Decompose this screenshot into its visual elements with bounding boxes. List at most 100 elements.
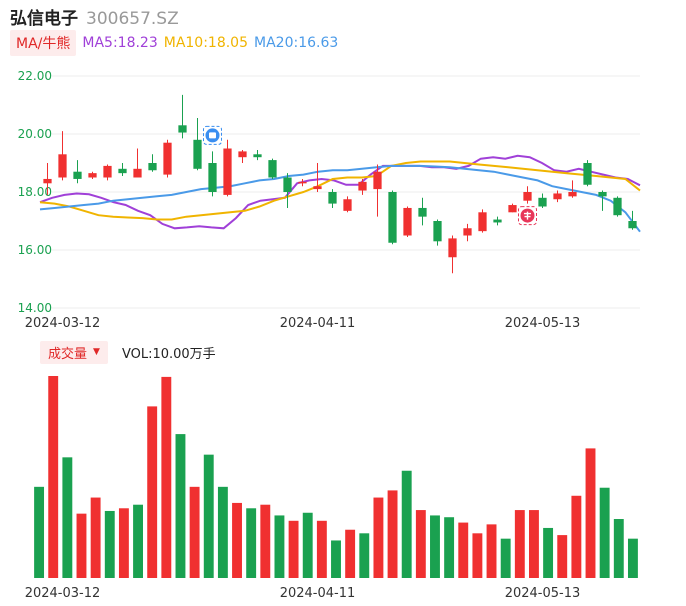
candle-body xyxy=(628,221,637,229)
ma-selector-button[interactable]: MA/牛熊 xyxy=(10,30,77,56)
caret-down-icon: ▼ xyxy=(93,347,100,357)
price-axis: 22.00 20.00 18.00 16.00 14.00 xyxy=(18,69,52,315)
volume-bar xyxy=(585,448,596,578)
volume-bar xyxy=(161,376,172,578)
volume-bar xyxy=(557,535,568,578)
ma10-label: MA10:18.05 xyxy=(163,35,249,51)
title-row: 弘信电子 300657.SZ xyxy=(10,4,179,29)
candle-body xyxy=(178,125,187,133)
bull-icon xyxy=(518,206,537,226)
candle-body xyxy=(223,148,232,195)
x-tick-label: 2024-05-13 xyxy=(505,586,581,601)
volume-bar xyxy=(232,502,242,578)
ma10-line xyxy=(39,160,641,221)
candle-body xyxy=(73,171,82,179)
candle-body xyxy=(568,192,577,197)
candle-body xyxy=(508,205,517,213)
volume-bar xyxy=(627,538,638,578)
stock-name: 弘信电子 xyxy=(10,9,78,29)
volume-bar xyxy=(302,512,313,578)
bear-icon xyxy=(203,125,222,145)
candle-body xyxy=(358,181,367,191)
price-grid xyxy=(52,75,640,309)
candle-body xyxy=(313,186,322,190)
volume-bar xyxy=(472,533,483,578)
candle-body xyxy=(463,228,472,236)
candle-body xyxy=(163,142,172,175)
ma-legend: MA/牛熊 MA5:18.23 MA10:18.05 MA20:16.63 xyxy=(10,30,338,56)
volume-bar xyxy=(613,519,624,578)
ma5-label: MA5:18.23 xyxy=(82,35,158,51)
ma5-line xyxy=(39,154,641,230)
candle-body xyxy=(403,207,412,236)
marker-frame xyxy=(203,125,222,145)
volume-bar xyxy=(543,527,554,578)
volume-bar xyxy=(359,533,370,578)
ma-lines xyxy=(39,154,641,233)
date-axis-bottom: 2024-03-12 2024-04-11 2024-05-13 xyxy=(25,586,581,601)
volume-bar xyxy=(401,470,412,578)
date-axis-top: 2024-03-12 2024-04-11 2024-05-13 xyxy=(25,316,581,331)
volume-bar xyxy=(189,486,200,578)
x-tick-label: 2024-03-12 xyxy=(25,586,101,601)
volume-bar xyxy=(387,490,398,578)
x-tick-label: 2024-04-11 xyxy=(280,316,356,331)
candle-body xyxy=(58,154,67,178)
candle-body xyxy=(523,192,532,201)
candle-body xyxy=(388,192,397,243)
volume-bar xyxy=(34,486,45,578)
volume-bar xyxy=(76,513,87,578)
volume-bar xyxy=(345,529,356,578)
candle-body xyxy=(448,238,457,258)
volume-value-label: VOL:10.00万手 xyxy=(121,346,216,362)
volume-bar xyxy=(48,376,59,578)
volume-bar xyxy=(458,522,469,578)
marker-frame xyxy=(518,206,537,226)
candle-body xyxy=(538,197,547,207)
bull-face xyxy=(524,211,531,220)
volume-bar xyxy=(444,517,455,578)
volume-bar xyxy=(118,508,129,578)
candle-body xyxy=(583,163,592,185)
y-tick-label: 14.00 xyxy=(18,301,52,315)
volume-bar xyxy=(217,486,228,578)
candle-body xyxy=(208,163,217,192)
y-tick-label: 16.00 xyxy=(18,243,52,257)
candle-body xyxy=(118,168,127,174)
volume-selector-button[interactable]: 成交量 ▼ xyxy=(40,340,108,364)
candle-body xyxy=(433,221,442,242)
candle-body xyxy=(553,193,562,200)
candle-body xyxy=(103,165,112,178)
volume-bar xyxy=(571,495,582,578)
x-tick-label: 2024-04-11 xyxy=(280,586,356,601)
candle-body xyxy=(328,192,337,204)
candle-body xyxy=(193,139,202,169)
y-tick-label: 18.00 xyxy=(18,185,52,199)
candle-body xyxy=(418,207,427,217)
volume-bar xyxy=(316,520,327,578)
candle-body xyxy=(478,212,487,232)
volume-bar xyxy=(373,497,384,578)
candle-body xyxy=(283,177,292,192)
candle-body xyxy=(493,219,502,223)
volume-bar xyxy=(104,510,115,578)
y-tick-label: 22.00 xyxy=(18,69,52,83)
y-tick-label: 20.00 xyxy=(18,127,52,141)
candle-body xyxy=(88,173,97,178)
candle-body xyxy=(613,197,622,216)
candle-body xyxy=(598,192,607,197)
bear-face xyxy=(209,132,216,139)
volume-bar xyxy=(500,538,511,578)
volume-bar xyxy=(260,504,271,578)
candle-body xyxy=(133,168,142,178)
candle-body xyxy=(373,171,382,190)
volume-bar xyxy=(514,510,525,578)
volume-bar xyxy=(599,487,610,578)
volume-bar xyxy=(529,510,539,578)
candle-body xyxy=(268,160,277,178)
candle-body xyxy=(43,178,52,184)
volume-bar xyxy=(415,510,426,578)
candle-body xyxy=(343,199,352,211)
volume-legend: 成交量 ▼ VOL:10.00万手 xyxy=(40,340,216,364)
